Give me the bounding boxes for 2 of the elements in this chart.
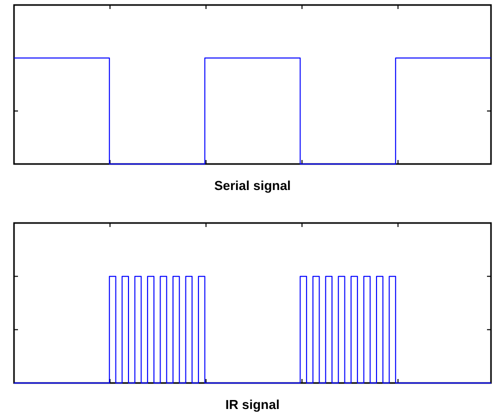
x-axis-title: IR signal [225, 397, 280, 412]
x-axis-title: Serial signal [214, 178, 291, 193]
